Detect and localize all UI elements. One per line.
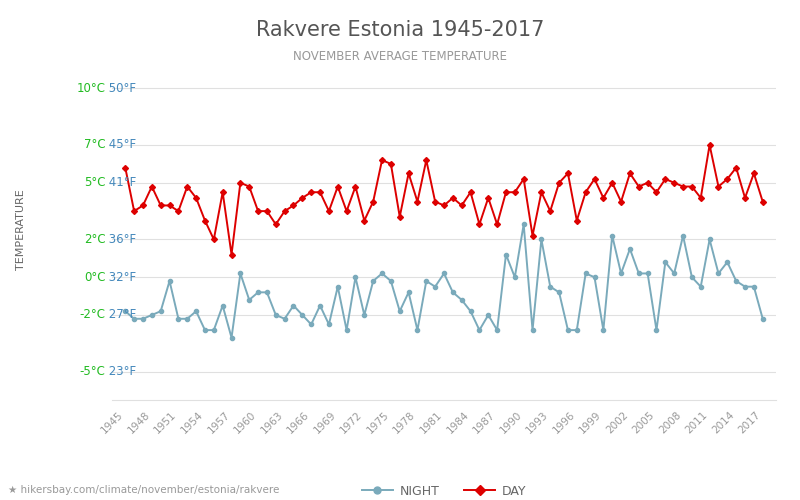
Text: 32°F: 32°F: [106, 270, 137, 283]
Text: -5°C: -5°C: [79, 365, 106, 378]
Text: 10°C: 10°C: [76, 82, 106, 95]
Text: 0°C: 0°C: [84, 270, 106, 283]
Text: NOVEMBER AVERAGE TEMPERATURE: NOVEMBER AVERAGE TEMPERATURE: [293, 50, 507, 63]
Text: 2°C: 2°C: [84, 233, 106, 246]
Legend: NIGHT, DAY: NIGHT, DAY: [357, 480, 531, 500]
Text: Rakvere Estonia 1945-2017: Rakvere Estonia 1945-2017: [256, 20, 544, 40]
Text: 7°C: 7°C: [84, 138, 106, 151]
Text: 50°F: 50°F: [106, 82, 136, 95]
Text: -2°C: -2°C: [79, 308, 106, 322]
Text: ★ hikersbay.com/climate/november/estonia/rakvere: ★ hikersbay.com/climate/november/estonia…: [8, 485, 279, 495]
Text: 5°C: 5°C: [84, 176, 106, 190]
Text: 23°F: 23°F: [106, 365, 137, 378]
Text: 45°F: 45°F: [106, 138, 137, 151]
Text: 36°F: 36°F: [106, 233, 137, 246]
Y-axis label: TEMPERATURE: TEMPERATURE: [16, 190, 26, 270]
Text: 27°F: 27°F: [106, 308, 137, 322]
Text: 41°F: 41°F: [106, 176, 137, 190]
